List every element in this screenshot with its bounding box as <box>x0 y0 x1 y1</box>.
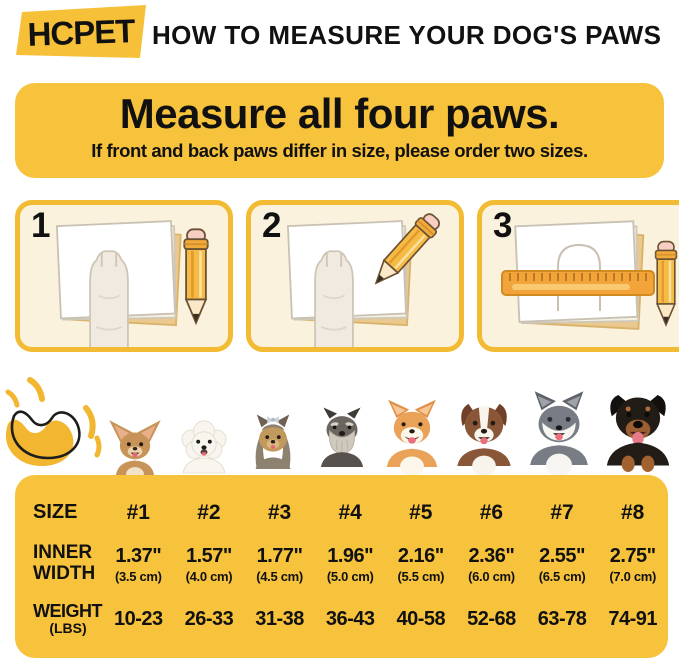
row-label-inner-width: INNER WIDTH <box>33 542 96 584</box>
row-label-size: SIZE <box>33 501 78 524</box>
size-chart-table: SIZE #1 #2 #3 #4 #5 #6 #7 #8 INNER WIDTH… <box>15 475 668 658</box>
step-number: 1 <box>31 206 51 245</box>
size-value: #6 <box>479 501 504 524</box>
dog-photo-siberian-husky <box>521 368 597 475</box>
banner-subtitle: If front and back paws differ in size, p… <box>91 140 588 161</box>
miniature-schnauzer-icon <box>321 407 364 467</box>
measure-banner: Measure all four paws. If front and back… <box>15 83 664 178</box>
decorative-squiggle-icon <box>5 377 102 466</box>
ruler-icon <box>501 270 655 296</box>
weight-value: 26-33 <box>184 607 234 630</box>
dog-photo-bichon-frise <box>169 368 238 475</box>
weight-value: 63-78 <box>537 607 587 630</box>
weight-value: 74-91 <box>608 607 658 630</box>
inner-width-value: 1.77" (4.5 cm) <box>256 544 303 584</box>
step3-ruler-measure-icon <box>501 220 678 330</box>
dog-photo-chihuahua <box>100 368 169 475</box>
australian-shepherd-icon <box>457 403 511 475</box>
dog-photo-miniature-schnauzer <box>308 368 377 475</box>
inner-width-value: 2.75" (7.0 cm) <box>609 544 657 584</box>
logo-background-shape <box>16 5 146 58</box>
table-row-inner-width: INNER WIDTH 1.37" (3.5 cm) 1.57" (4.0 cm… <box>33 535 668 593</box>
inner-width-value: 1.57" (4.0 cm) <box>185 544 233 584</box>
weight-value: 52-68 <box>467 607 516 630</box>
inner-width-value: 2.55" (6.5 cm) <box>538 544 586 584</box>
step-number: 2 <box>262 206 282 245</box>
size-value: #7 <box>550 501 574 524</box>
yorkshire-terrier-icon <box>255 414 291 469</box>
inner-width-value: 2.36" (6.0 cm) <box>468 544 515 584</box>
size-value: #1 <box>126 501 150 524</box>
table-row-weight: WEIGHT (LBS) 10-23 26-33 31-38 36-43 40-… <box>33 593 668 645</box>
step-card-2: 2 <box>246 200 464 352</box>
inner-width-value: 1.37" (3.5 cm) <box>114 544 162 584</box>
bichon-frise-icon <box>181 420 227 474</box>
header: HCPET HOW TO MEASURE YOUR DOG'S PAWS <box>0 0 679 72</box>
dog-photo-rottweiler <box>597 368 679 475</box>
size-value: #8 <box>621 501 645 524</box>
inner-width-value: 1.96" (5.0 cm) <box>326 544 374 584</box>
weight-value: 31-38 <box>255 607 304 630</box>
chihuahua-icon <box>108 420 161 475</box>
row-label-weight: WEIGHT (LBS) <box>33 600 103 637</box>
dog-photo-shiba-inu <box>377 368 447 475</box>
step1-paw-on-paper-icon <box>56 220 210 347</box>
dog-strip <box>100 368 679 475</box>
size-value: #4 <box>338 501 362 524</box>
step-card-1: 1 <box>15 200 233 352</box>
rottweiler-icon <box>606 394 670 473</box>
weight-value: 40-58 <box>396 607 446 630</box>
dog-photo-yorkshire-terrier <box>239 368 308 475</box>
dog-breeds-row <box>0 368 679 475</box>
logo-text: HCPET <box>26 12 136 53</box>
size-value: #3 <box>267 501 292 524</box>
step-number: 3 <box>493 206 513 245</box>
shiba-inu-icon <box>386 399 438 475</box>
inner-width-value: 2.16" (5.5 cm) <box>397 544 445 584</box>
step-card-3: 3 <box>477 200 679 352</box>
weight-value: 10-23 <box>113 607 163 630</box>
page-title: HOW TO MEASURE YOUR DOG'S PAWS <box>152 20 662 50</box>
size-value: #2 <box>197 501 221 524</box>
brand-logo: HCPET <box>16 5 146 62</box>
measurement-steps: 1 2 <box>15 200 679 352</box>
dog-photo-australian-shepherd <box>447 368 521 475</box>
weight-value: 36-43 <box>325 607 375 630</box>
size-value: #5 <box>409 501 433 524</box>
siberian-husky-icon <box>530 391 588 475</box>
table-row-size: SIZE #1 #2 #3 #4 #5 #6 #7 #8 <box>33 491 668 535</box>
banner-title: Measure all four paws. <box>119 90 560 137</box>
step2-trace-paw-icon <box>287 208 445 347</box>
